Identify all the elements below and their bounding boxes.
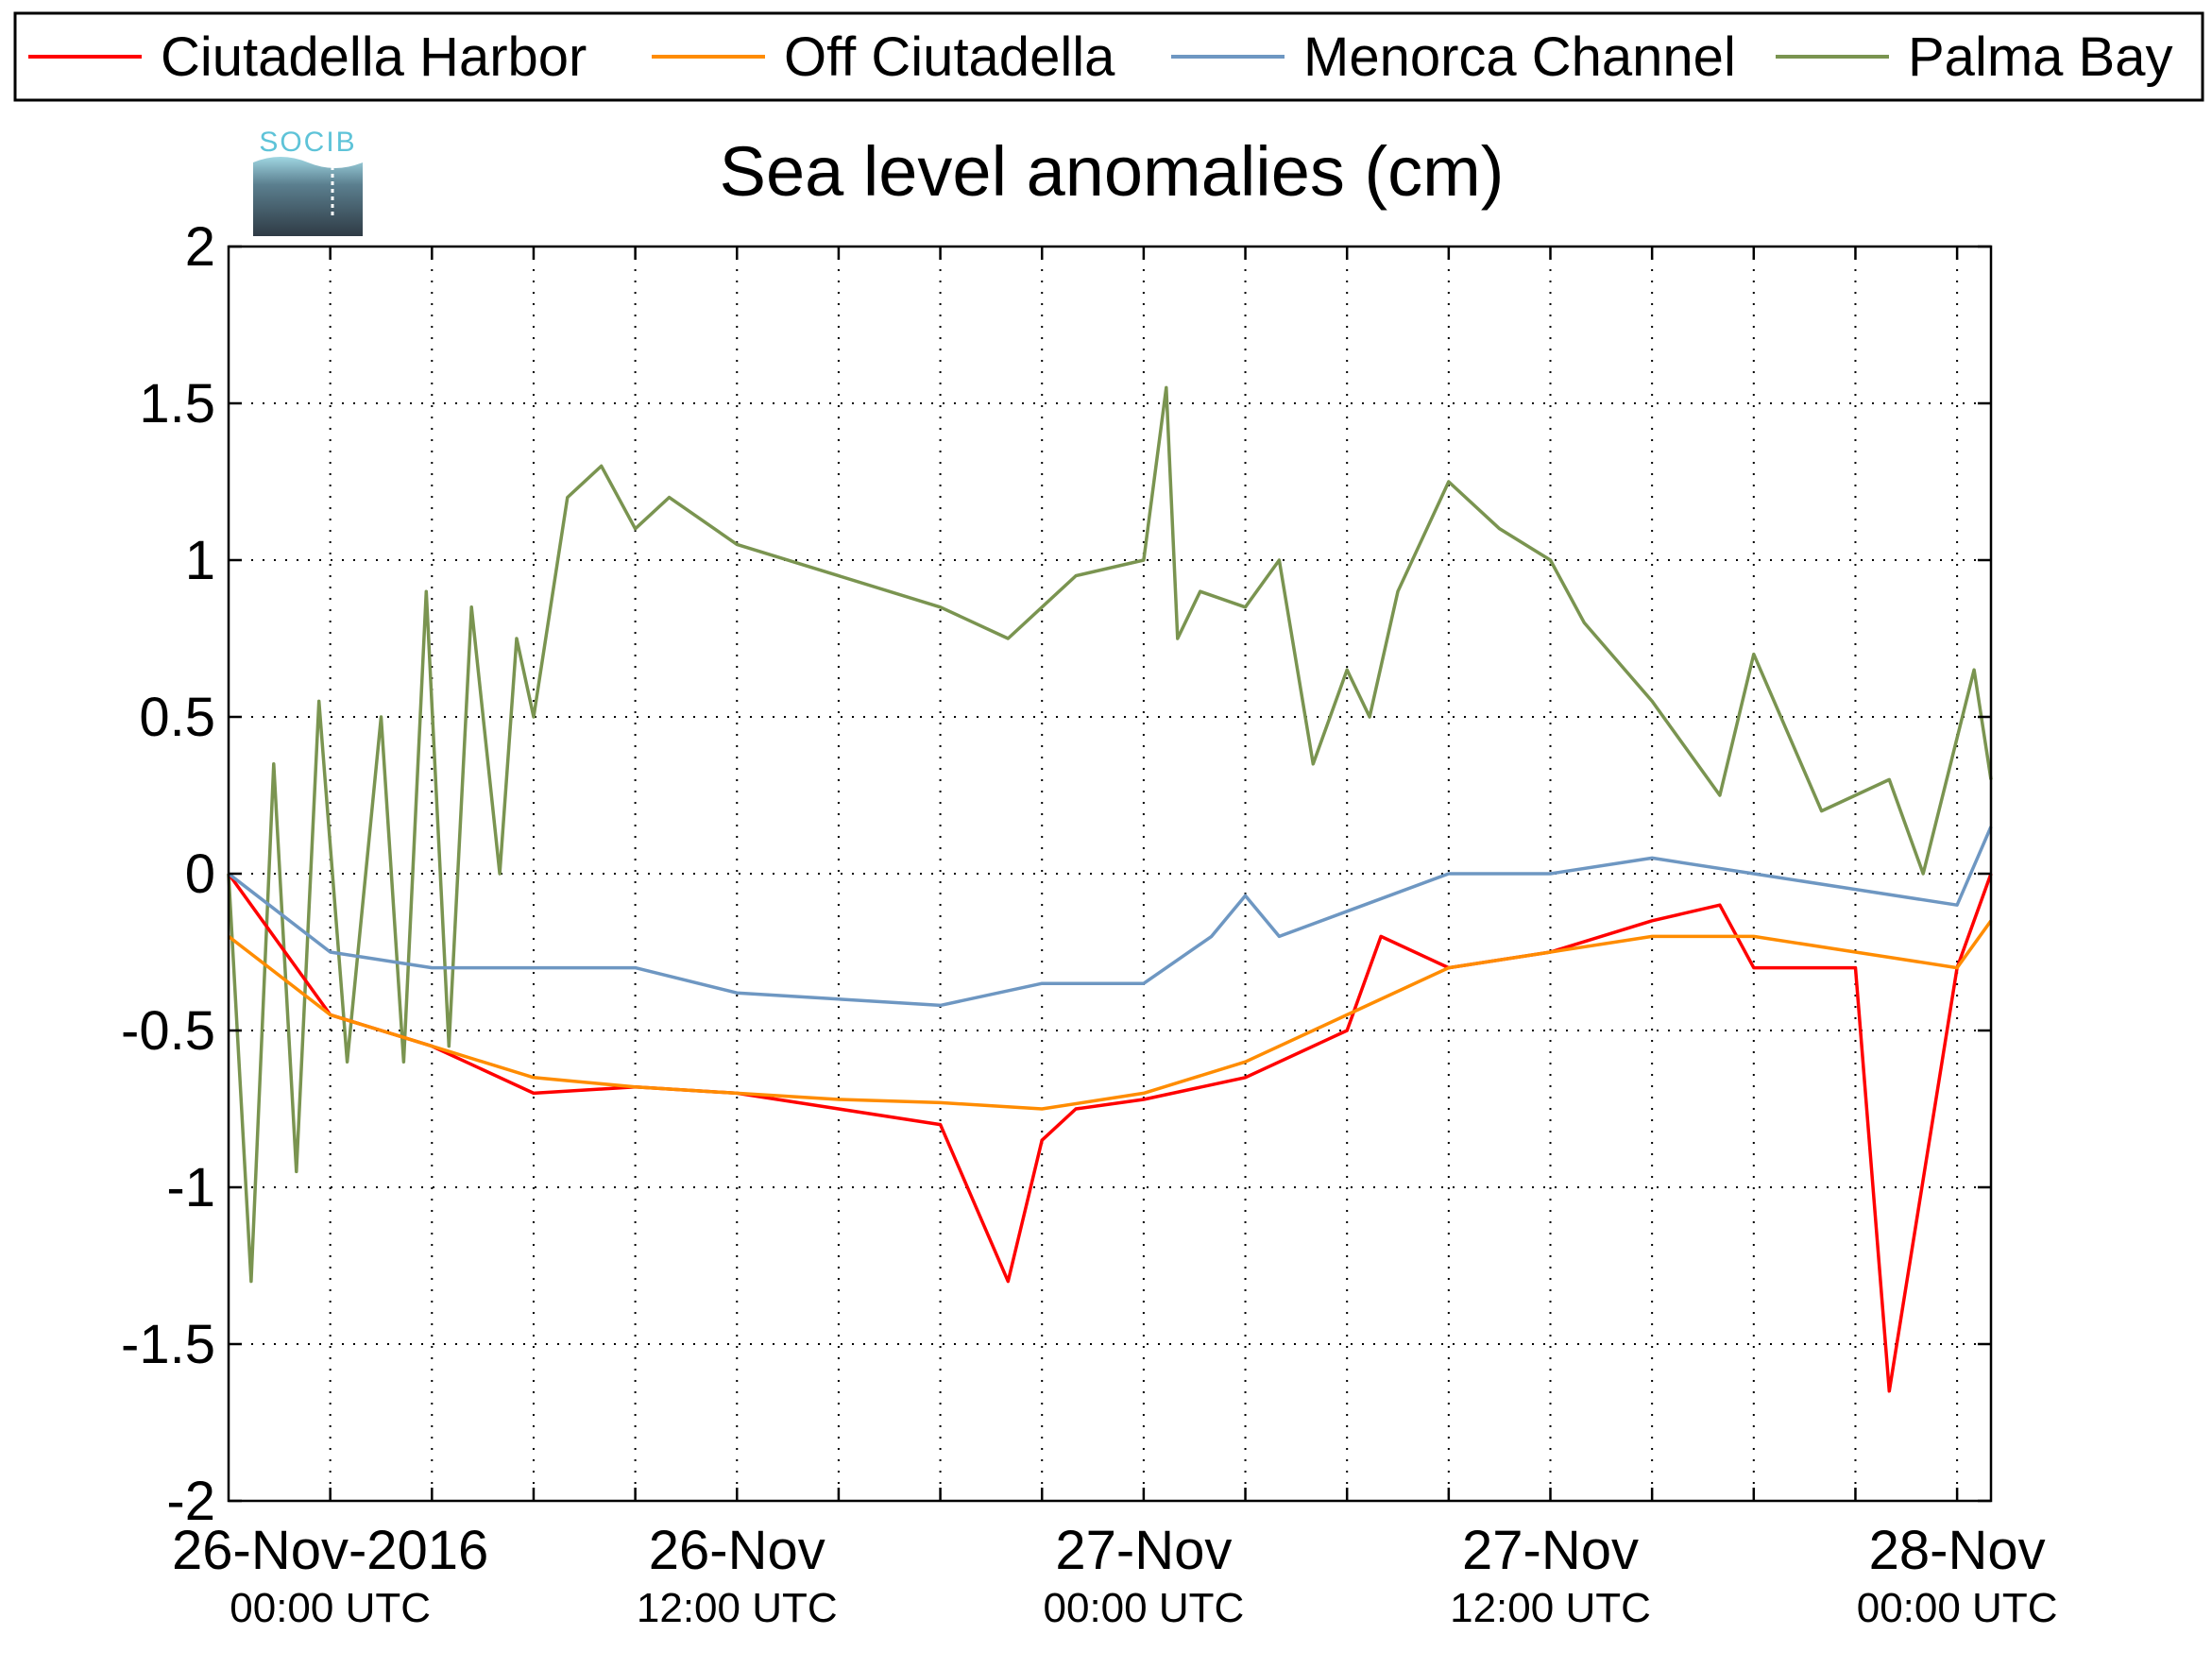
chart-title: Sea level anomalies (cm) bbox=[720, 132, 1505, 211]
legend-label: Palma Bay bbox=[1908, 26, 2172, 88]
y-tick-label: -1 bbox=[166, 1157, 215, 1218]
y-tick-label: 0 bbox=[185, 843, 215, 905]
series-line-palma-bay bbox=[227, 385, 1993, 1284]
y-tick-label: -2 bbox=[166, 1471, 215, 1532]
legend-label: Off Ciutadella bbox=[784, 26, 1115, 88]
x-tick-sublabel: 00:00 UTC bbox=[230, 1585, 431, 1631]
x-tick-sublabel: 12:00 UTC bbox=[1450, 1585, 1651, 1631]
socib-logo-text: SOCIB bbox=[259, 127, 356, 158]
legend-label: Menorca Channel bbox=[1303, 26, 1736, 88]
series-line-ciutadella-harbor bbox=[227, 872, 1993, 1393]
x-tick-sublabel: 00:00 UTC bbox=[1857, 1585, 2058, 1631]
x-tick-sublabel: 12:00 UTC bbox=[637, 1585, 838, 1631]
series-line-menorca-channel bbox=[227, 826, 1993, 1008]
socib-logo-wave bbox=[253, 157, 363, 168]
plot-background bbox=[229, 247, 1991, 1501]
legend: Ciutadella Harbor Off Ciutadella Menorca C… bbox=[13, 11, 2204, 102]
y-tick-label: 1 bbox=[185, 530, 215, 591]
legend-label: Ciutadella Harbor bbox=[161, 26, 587, 88]
socib-logo-block bbox=[253, 157, 363, 236]
y-tick-label: -1.5 bbox=[121, 1314, 215, 1375]
y-tick-label: 1.5 bbox=[139, 373, 215, 434]
y-tick-label: 0.5 bbox=[139, 687, 215, 748]
y-tick-label: -0.5 bbox=[121, 1000, 215, 1062]
x-tick-label: 26-Nov bbox=[649, 1520, 825, 1581]
socib-logo: SOCIB bbox=[253, 127, 363, 236]
x-tick-label: 26-Nov-2016 bbox=[172, 1520, 488, 1581]
x-tick-label: 27-Nov bbox=[1055, 1520, 1232, 1581]
series-line-off-ciutadella bbox=[227, 919, 1993, 1111]
x-tick-label: 28-Nov bbox=[1869, 1520, 2046, 1581]
x-tick-label: 27-Nov bbox=[1462, 1520, 1639, 1581]
x-tick-sublabel: 00:00 UTC bbox=[1044, 1585, 1245, 1631]
y-tick-label: 2 bbox=[185, 216, 215, 278]
plot-area bbox=[227, 245, 1993, 1503]
